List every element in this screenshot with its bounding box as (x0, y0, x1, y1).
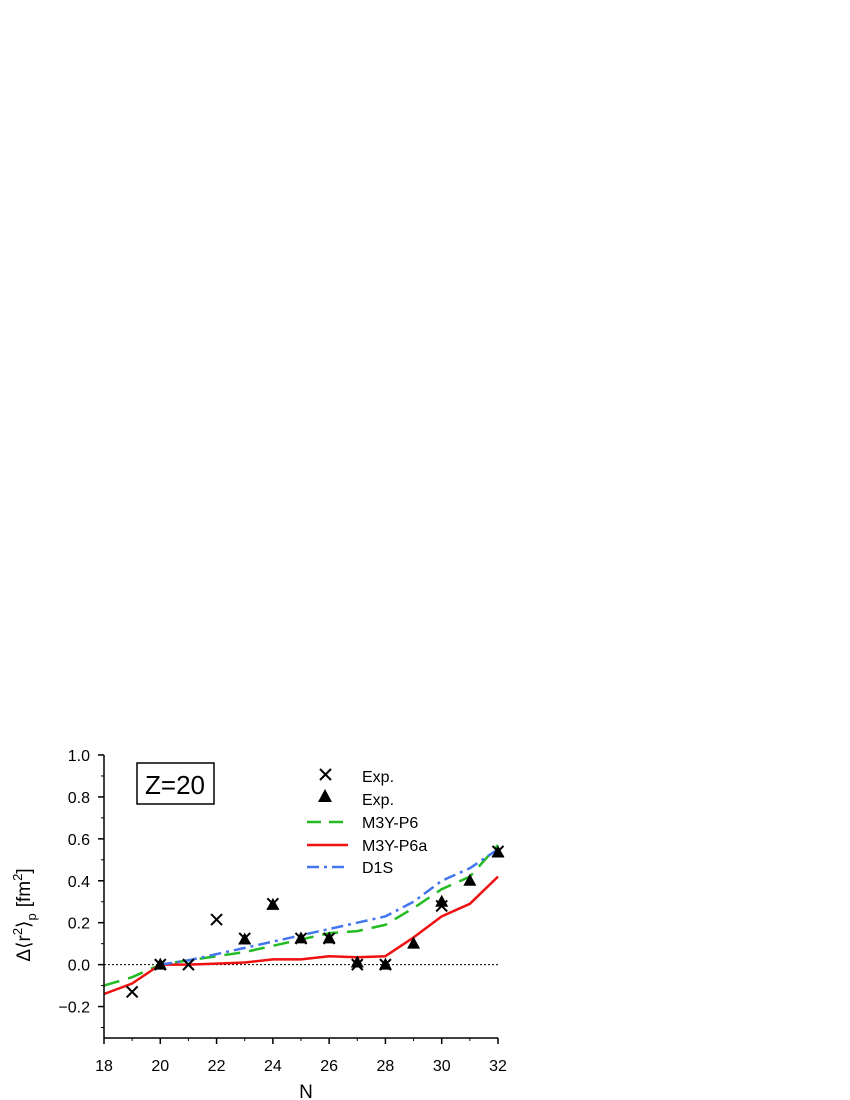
x-tick-label: 18 (95, 1058, 113, 1075)
data-point-exp-triangle (491, 845, 505, 858)
x-tick-label: 24 (264, 1058, 282, 1075)
axes: −0.2 0.0 0.2 0.4 0.6 0.8 1.0 18 20 22 24 26 28 30 32 (58, 748, 507, 1075)
panel-label: Z=20 (145, 770, 205, 800)
x-tick-label: 22 (208, 1058, 226, 1075)
data-point-exp-triangle (435, 894, 449, 907)
legend-label-exp-cross: Exp. (362, 769, 394, 786)
x-axis-label: N (299, 1082, 313, 1100)
y-axis-label: Δ⟨r2⟩p[fm2] (10, 868, 39, 961)
y-tick-label: −0.2 (58, 1000, 90, 1017)
y-tick-label: 0.0 (68, 958, 90, 975)
legend-item-m3y-p6: M3Y-P6 (307, 815, 418, 832)
cross-stroke (125, 985, 139, 999)
data-point-exp-triangle (266, 897, 280, 910)
legend-label-m3y-p6a: M3Y-P6a (362, 838, 427, 855)
y-tick-label: 0.4 (68, 874, 90, 891)
data-point-exp-triangle (238, 932, 252, 945)
data-point-exp-triangle (294, 931, 308, 944)
legend-label-m3y-p6: M3Y-P6 (362, 815, 418, 832)
marker-layer (125, 845, 505, 999)
legend-triangle-icon (318, 789, 332, 802)
data-point-exp-triangle (378, 957, 392, 970)
legend: Exp. Exp. M3Y-P6 M3Y-P6a D1S (307, 768, 427, 877)
legend-cross-icon (319, 768, 332, 781)
data-point-exp-triangle (153, 957, 167, 970)
x-tick-label: 32 (489, 1058, 507, 1075)
y-tick-label: 0.6 (68, 832, 90, 849)
cross-stroke (210, 913, 223, 926)
data-point-exp-triangle (350, 955, 364, 968)
cross-stroke (182, 958, 195, 971)
data-point-exp-cross (210, 913, 223, 926)
legend-item-exp-triangle: Exp. (318, 789, 394, 809)
data-point-exp-cross (125, 985, 139, 999)
legend-label-d1s: D1S (362, 860, 393, 877)
series-line-d1s (160, 848, 499, 966)
legend-item-exp-cross: Exp. (319, 768, 394, 786)
x-tick-label: 20 (151, 1058, 169, 1075)
x-tick-label: 30 (433, 1058, 451, 1075)
series-line-m3y-p6a (103, 875, 499, 996)
y-tick-label: 1.0 (68, 748, 90, 765)
data-point-exp-triangle (407, 936, 421, 949)
legend-item-d1s: D1S (307, 860, 393, 877)
legend-item-m3y-p6a: M3Y-P6a (307, 838, 427, 855)
data-point-exp-triangle (463, 873, 477, 886)
y-tick-label: 0.8 (68, 790, 90, 807)
y-tick-label: 0.2 (68, 916, 90, 933)
x-tick-label: 26 (320, 1058, 338, 1075)
data-point-exp-cross (182, 958, 195, 971)
panel-label-box (136, 762, 215, 805)
legend-label-exp-triangle: Exp. (362, 792, 394, 809)
data-point-exp-triangle (322, 931, 336, 944)
x-tick-label: 28 (377, 1058, 395, 1075)
plot-area (103, 844, 499, 996)
